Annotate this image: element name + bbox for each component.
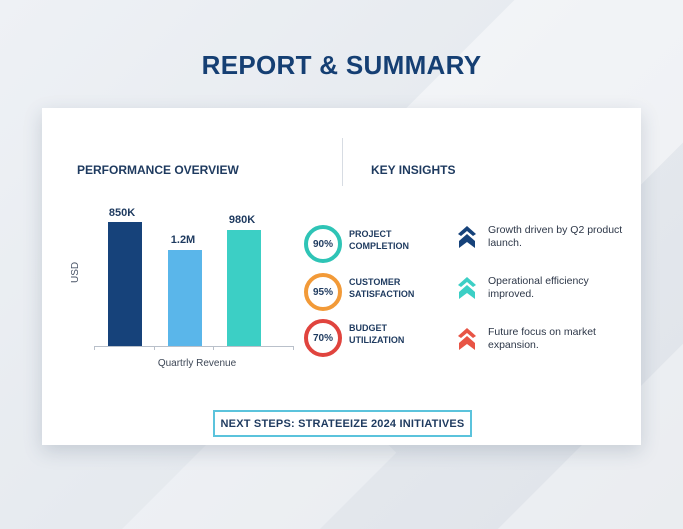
insight-text: Operational efficiency improved.	[488, 275, 589, 300]
x-axis-label: Quartrly Revenue	[157, 358, 237, 369]
next-steps-button[interactable]: NEXT STEPS: STRATEEIZE 2024 INITIATIVES	[213, 410, 472, 437]
axis-tick	[94, 346, 95, 350]
metric-value: 70%	[312, 332, 333, 344]
bar-1	[108, 222, 142, 346]
metric-label-line: COMPLETION	[349, 241, 409, 251]
metric-label-line: BUDGET	[349, 323, 387, 333]
metric-label-line: UTILIZATION	[349, 335, 405, 345]
metric-value: 90%	[312, 238, 333, 250]
metric-budget-utilization: 70% BUDGET UTILIZATION	[304, 319, 444, 359]
metric-label: PROJECT COMPLETION	[349, 228, 439, 252]
double-chevron-up-icon	[458, 226, 476, 248]
axis-tick	[213, 346, 214, 350]
insight-text: Future focus on market expansion.	[488, 326, 596, 351]
report-card: PERFORMANCE OVERVIEW KEY INSIGHTS USD 85…	[42, 108, 641, 445]
y-axis-label: USD	[70, 261, 81, 283]
progress-ring: 70%	[304, 319, 342, 357]
metric-label-line: SATISFACTION	[349, 289, 415, 299]
section-divider	[342, 138, 343, 186]
bar-3	[227, 230, 261, 346]
double-chevron-up-icon	[458, 277, 476, 299]
progress-ring: 95%	[304, 273, 342, 311]
revenue-bar-chart: USD 850K 1.2M 980K Quartrly Revenue	[70, 203, 294, 369]
bar-2	[168, 250, 202, 346]
metric-label-line: PROJECT	[349, 229, 392, 239]
metric-label: BUDGET UTILIZATION	[349, 322, 439, 346]
insight-text: Growth driven by Q2 product launch.	[488, 224, 623, 249]
bar-value-label: 850K	[108, 207, 136, 219]
axis-tick	[293, 346, 294, 350]
x-axis	[94, 346, 294, 347]
double-chevron-up-icon	[458, 328, 476, 350]
bar-value-label: 980K	[228, 214, 256, 226]
page-title: REPORT & SUMMARY	[201, 50, 482, 80]
metric-label-line: CUSTOMER	[349, 277, 401, 287]
performance-title: PERFORMANCE OVERVIEW	[77, 163, 239, 177]
progress-ring: 90%	[304, 225, 342, 263]
metric-customer-satisfaction: 95% CUSTOMER SATISFACTION	[304, 273, 444, 313]
metric-label: CUSTOMER SATISFACTION	[349, 276, 439, 300]
bar-value-label: 1.2M	[170, 234, 196, 246]
metric-value: 95%	[312, 286, 333, 298]
metric-project-completion: 90% PROJECT COMPLETION	[304, 225, 444, 265]
axis-tick	[154, 346, 155, 350]
key-insights-title: KEY INSIGHTS	[371, 163, 456, 177]
